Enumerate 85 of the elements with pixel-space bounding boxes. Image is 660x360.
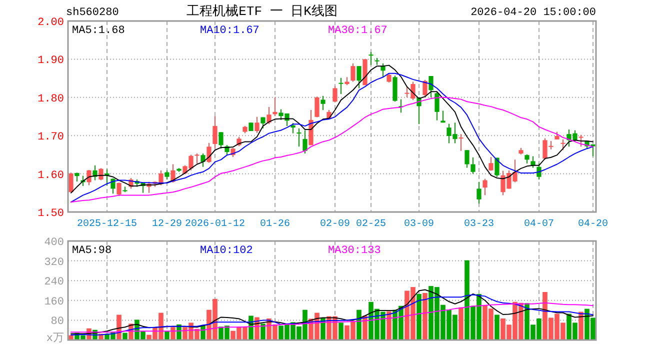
y-tick-label: 80 [50,316,64,328]
y-tick-label: 2.00 [38,17,64,29]
y-axis-title: x万 [46,332,64,345]
candlestick [302,130,308,154]
chart-title: 工程机械ETF 一 日K线图 [186,4,338,19]
candlestick [422,79,428,96]
candlestick [560,138,566,151]
candlestick [116,182,122,196]
candlestick [536,162,542,180]
x-tick-label: 01-26 [260,219,290,230]
candlestick [206,142,212,164]
candlestick [254,116,260,134]
candlestick [350,62,356,82]
bar [320,318,326,340]
candlestick [266,106,272,125]
text: MA30:133 [328,245,381,257]
x-tick-label: 03-23 [464,219,494,230]
candlestick [380,62,386,78]
text: MA10:102 [200,245,253,257]
x-tick-label: 12-29 [152,219,182,230]
candlestick [164,170,170,180]
candlestick [86,169,92,186]
candlestick [104,168,110,186]
candlestick [98,168,104,181]
x-tick-label: 2025-12-15 [76,219,138,230]
candlestick [356,66,362,89]
y-tick-label: 400 [44,237,64,249]
candlestick [386,72,392,83]
text: MA10:1.67 [200,25,260,37]
candlestick [482,178,488,196]
y-tick-label: 160 [44,296,64,308]
candlestick [338,77,344,94]
candlestick [392,75,398,102]
y-tick-label: 1.60 [38,170,64,182]
bar [422,292,428,340]
chart-subtitle: sh560280 [66,7,119,19]
line-series [70,302,594,333]
y-tick-label: 320 [44,256,64,269]
candlestick [434,91,440,121]
candlestick [296,128,302,148]
candlestick [476,181,482,204]
candlestick [464,150,470,168]
x-tick-label: 04-20 [578,219,608,230]
candlestick [320,95,326,111]
x-tick-label: 02-25 [356,219,386,230]
candlestick [368,51,374,66]
y-tick-label: 1.70 [38,132,64,144]
text: MA30:1.67 [328,25,388,37]
candlestick [524,154,530,164]
bar [260,324,266,340]
candlestick [428,76,434,98]
bar [356,310,362,340]
candlestick [68,172,74,193]
x-tick-label: 03-09 [404,219,434,230]
bar [170,327,176,340]
bar [494,314,500,340]
bar [578,312,584,340]
candlestick [458,134,464,152]
candlestick [200,153,206,168]
candlestick [194,153,200,164]
bar [164,331,170,340]
candlestick [332,85,338,103]
y-tick-label: 240 [44,276,64,289]
candlestick [578,134,584,148]
bar [416,294,422,340]
x-tick-label: 04-07 [524,219,554,230]
bar [458,307,464,340]
candlestick [212,116,218,150]
bar [338,322,344,340]
candlestick [314,96,320,118]
y-tick-label: 1.80 [38,93,64,106]
y-tick-label: 1.90 [38,55,64,68]
candlestick [290,122,296,134]
text: MA5:1.68 [72,25,125,37]
candlestick [272,96,278,117]
x-tick-label: 2026-01-12 [184,219,246,230]
x-tick-label: 02-09 [320,219,350,230]
candlestick [488,156,494,172]
text: 2026-04-20 15:00:00 [470,7,596,19]
text: MA5:98 [72,245,112,257]
y-tick-label: 1.50 [38,208,64,220]
bar [122,332,128,340]
candlestick [470,156,476,174]
bar [386,311,392,340]
candlestick [218,132,224,150]
